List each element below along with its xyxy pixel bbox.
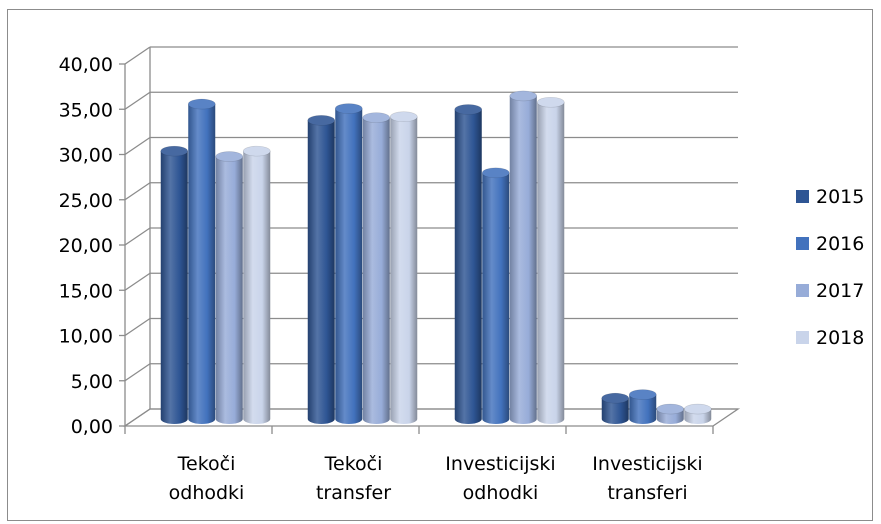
x-category-label: odhodki bbox=[463, 482, 539, 504]
bar-top bbox=[187, 98, 216, 110]
bar bbox=[454, 104, 483, 425]
y-tick-label: 0,00 bbox=[71, 416, 113, 438]
bar bbox=[242, 145, 271, 424]
bar-body bbox=[390, 116, 418, 424]
legend-label: 2016 bbox=[816, 233, 864, 255]
bar-body bbox=[537, 102, 565, 424]
bar-top bbox=[307, 115, 336, 126]
bar-body bbox=[215, 156, 243, 425]
side-gridline bbox=[124, 91, 151, 110]
y-tick-label: 15,00 bbox=[59, 280, 113, 302]
bar bbox=[628, 389, 657, 424]
bar bbox=[601, 392, 630, 424]
side-gridline bbox=[124, 182, 151, 201]
bar-body bbox=[362, 117, 390, 424]
legend-label: 2017 bbox=[816, 280, 864, 302]
bar-top bbox=[601, 392, 630, 404]
y-tick-label: 10,00 bbox=[59, 326, 113, 348]
bar-body bbox=[454, 109, 482, 425]
x-category-label: Tekoči bbox=[324, 453, 383, 475]
legend-swatch bbox=[796, 284, 809, 297]
bar bbox=[481, 167, 510, 424]
bar-top bbox=[454, 104, 483, 115]
bar-body bbox=[482, 172, 510, 424]
legend-swatch bbox=[796, 237, 809, 250]
side-gridline bbox=[124, 317, 151, 337]
bar-top bbox=[481, 167, 510, 179]
legend-swatch bbox=[796, 331, 809, 344]
x-category-label: Tekoči bbox=[177, 453, 236, 475]
x-category-label: odhodki bbox=[169, 482, 245, 504]
legend: 2015 2016 2017 2018 bbox=[796, 186, 864, 349]
bar bbox=[160, 145, 189, 424]
bar-top bbox=[656, 403, 685, 415]
legend-label: 2018 bbox=[816, 327, 864, 349]
bars bbox=[160, 90, 712, 425]
bar bbox=[215, 151, 244, 425]
bar-body bbox=[160, 151, 188, 424]
bar bbox=[307, 115, 336, 424]
x-category-label: Investicijski bbox=[592, 453, 702, 475]
y-axis-tick-labels: 0,00 5,00 10,00 15,00 20,00 25,00 30,00 35,00 40… bbox=[59, 54, 113, 438]
bar bbox=[536, 96, 565, 424]
bar-top bbox=[683, 403, 712, 415]
bar bbox=[389, 111, 418, 424]
x-axis-category-labels: Tekoči odhodki Tekoči transfer Investicijski… bbox=[169, 453, 703, 504]
bar bbox=[187, 98, 216, 424]
bar bbox=[362, 112, 391, 424]
legend-swatch bbox=[796, 190, 809, 203]
y-tick-label: 35,00 bbox=[59, 99, 113, 121]
x-category-label: transfer bbox=[316, 482, 391, 504]
bar bbox=[509, 90, 538, 424]
bar-top bbox=[215, 151, 244, 162]
side-gridline bbox=[124, 136, 151, 156]
chart-floor bbox=[122, 408, 741, 427]
axes bbox=[119, 47, 741, 434]
bar-body bbox=[188, 104, 216, 424]
bar-body bbox=[601, 398, 629, 424]
bar-body bbox=[629, 394, 657, 424]
y-tick-label: 25,00 bbox=[59, 190, 113, 212]
bar-top bbox=[628, 389, 657, 400]
bar-top bbox=[509, 90, 538, 102]
bar-top bbox=[362, 112, 391, 123]
x-category-label: Investicijski bbox=[445, 453, 555, 475]
y-tick-label: 20,00 bbox=[59, 235, 113, 257]
legend-label: 2015 bbox=[816, 186, 864, 208]
side-gridline bbox=[124, 227, 151, 246]
x-category-label: transferi bbox=[607, 482, 687, 504]
side-gridline bbox=[124, 272, 151, 291]
bar-body bbox=[509, 95, 537, 424]
bar-top bbox=[334, 103, 363, 114]
bar-top bbox=[242, 145, 271, 157]
y-tick-label: 30,00 bbox=[59, 145, 113, 167]
bar-body bbox=[307, 120, 335, 424]
bar-top bbox=[160, 145, 189, 157]
bar-top bbox=[389, 111, 418, 123]
chart-frame bbox=[7, 9, 873, 521]
bar-body bbox=[243, 151, 271, 424]
bar-body bbox=[335, 108, 363, 425]
side-gridline bbox=[124, 46, 151, 65]
y-tick-label: 40,00 bbox=[59, 54, 113, 76]
bar bbox=[683, 403, 712, 424]
y-tick-label: 5,00 bbox=[71, 371, 113, 393]
bar bbox=[334, 103, 363, 425]
bar bbox=[656, 403, 685, 424]
side-gridline bbox=[124, 363, 151, 382]
bar-top bbox=[536, 96, 565, 108]
